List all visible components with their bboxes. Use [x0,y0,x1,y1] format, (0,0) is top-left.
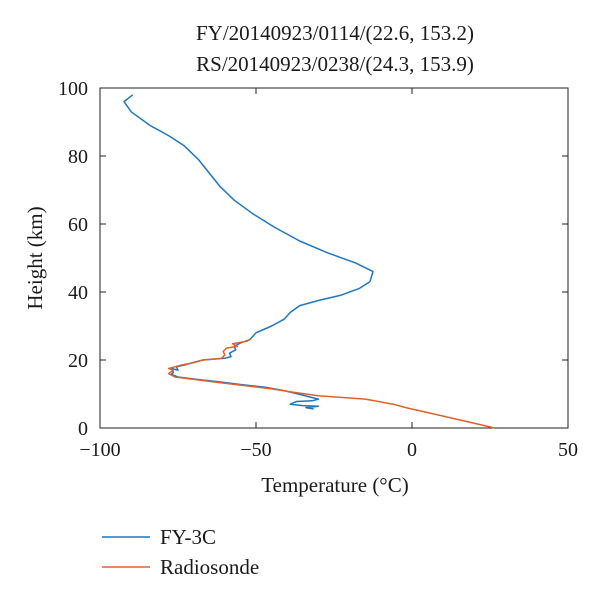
series-line-fy-3c [123,94,374,410]
y-axis: 0 20 40 60 80 100 [58,78,568,440]
y-tick-label: 40 [68,282,88,304]
x-tick-label: −50 [240,439,271,461]
x-tick-label: −100 [79,439,120,461]
chart-title-line-1: FY/20140923/0114/(22.6, 153.2) [196,21,474,45]
legend-label-radiosonde: Radiosonde [160,555,259,579]
y-axis-label: Height (km) [23,206,47,309]
y-tick-label: 0 [78,418,88,440]
legend: FY-3C Radiosonde [102,525,259,579]
series-layer [123,94,495,429]
y-tick-label: 80 [68,146,88,168]
y-tick-label: 20 [68,350,88,372]
y-tick-label: 60 [68,214,88,236]
x-tick-label: 50 [558,439,578,461]
x-axis: −100 −50 0 50 [79,88,578,461]
chart-title-line-2: RS/20140923/0238/(24.3, 153.9) [196,52,474,76]
x-axis-label: Temperature (°C) [261,473,408,497]
plot-frame [99,87,569,429]
x-tick-label: 0 [407,439,417,461]
series-line-radiosonde [167,338,495,429]
legend-label-fy3c: FY-3C [160,525,216,549]
y-tick-label: 100 [58,78,88,100]
